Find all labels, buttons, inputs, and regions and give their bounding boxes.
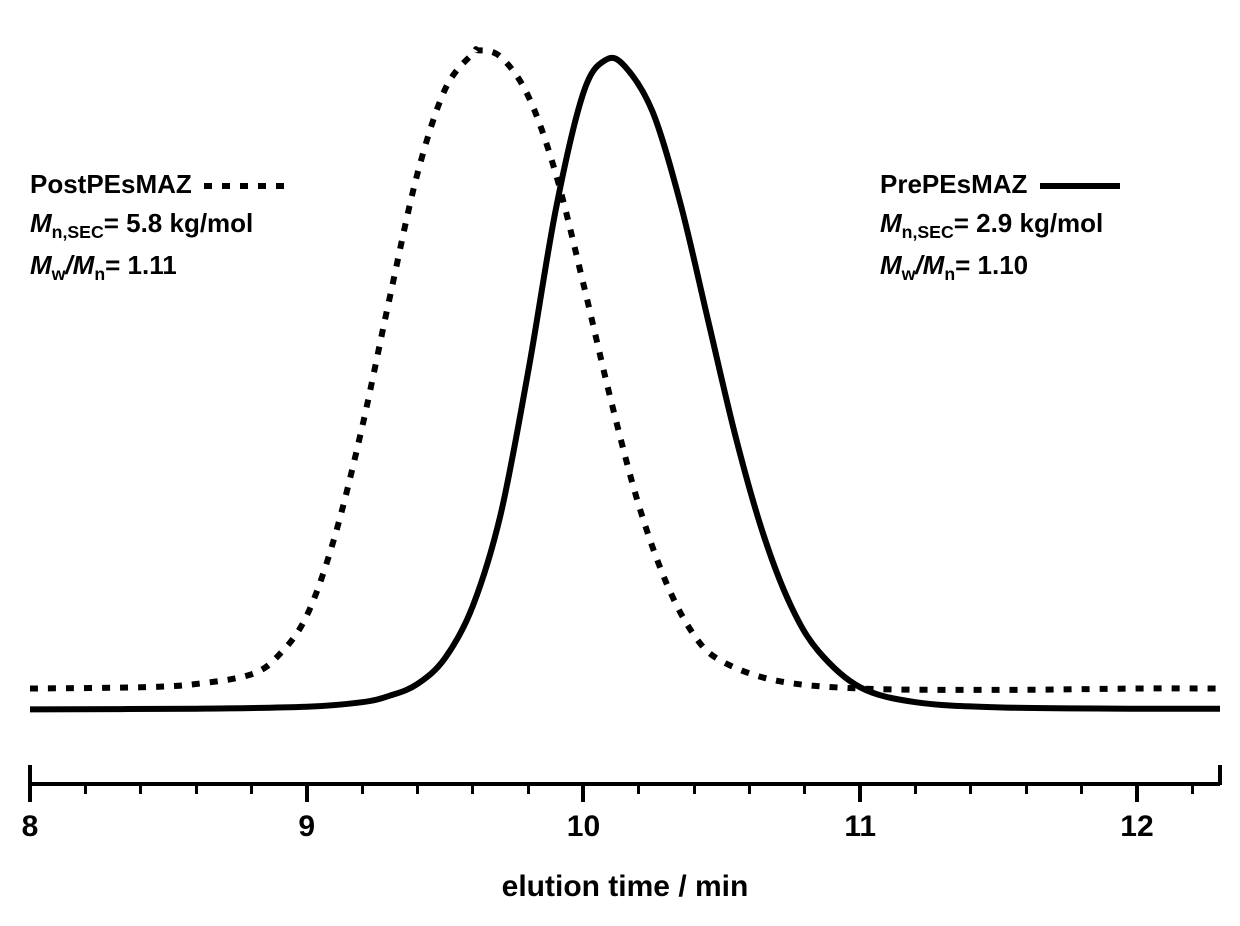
legend-pre-mn-row: Mn,SEC= 2.9 kg/mol [880, 204, 1125, 246]
legend-post-mn-m: M [30, 208, 52, 238]
curves-svg [30, 20, 1220, 750]
x-tick-label: 10 [567, 810, 600, 844]
legend-post-mw-slash: / [65, 250, 72, 280]
x-tick-minor [250, 782, 253, 794]
legend-pre-mw-w: w [902, 264, 916, 284]
x-axis-endcap [28, 765, 32, 785]
chart-container: PostPEsMAZ Mn,SEC= 5.8 kg/mol Mw/Mn= 1.1… [30, 20, 1220, 900]
x-tick-minor [195, 782, 198, 794]
x-tick-label: 9 [298, 810, 315, 844]
legend-post-mw-m1: M [30, 250, 52, 280]
legend-pre-mw-m1: M [880, 250, 902, 280]
x-tick-label: 8 [22, 810, 39, 844]
x-tick-major [28, 782, 32, 802]
legend-pre: PrePEsMAZ Mn,SEC= 2.9 kg/mol Mw/Mn= 1.10 [880, 165, 1125, 287]
legend-pre-swatch [1035, 176, 1125, 196]
x-tick-major [581, 782, 585, 802]
plot-area [30, 20, 1220, 750]
legend-post: PostPEsMAZ Mn,SEC= 5.8 kg/mol Mw/Mn= 1.1… [30, 165, 289, 287]
x-axis-label: elution time / min [502, 870, 749, 904]
x-tick-major [858, 782, 862, 802]
legend-post-mn-val: = 5.8 kg/mol [104, 208, 254, 238]
legend-post-mn-row: Mn,SEC= 5.8 kg/mol [30, 204, 289, 246]
x-tick-minor [637, 782, 640, 794]
legend-pre-mn-m: M [880, 208, 902, 238]
x-tick-minor [416, 782, 419, 794]
x-axis-line [30, 782, 1220, 786]
x-tick-minor [1191, 782, 1194, 794]
x-tick-minor [693, 782, 696, 794]
x-tick-minor [84, 782, 87, 794]
x-tick-major [1135, 782, 1139, 802]
x-tick-minor [1025, 782, 1028, 794]
x-tick-minor [139, 782, 142, 794]
legend-pre-mw-val: = 1.10 [955, 250, 1028, 280]
x-tick-minor [361, 782, 364, 794]
legend-pre-mw-row: Mw/Mn= 1.10 [880, 246, 1125, 288]
x-tick-minor [527, 782, 530, 794]
x-tick-minor [914, 782, 917, 794]
legend-post-mn-sub: n,SEC [52, 222, 104, 242]
x-axis-endcap [1218, 765, 1222, 785]
legend-pre-mn-sub: n,SEC [902, 222, 954, 242]
legend-post-title-row: PostPEsMAZ [30, 165, 289, 204]
x-tick-minor [748, 782, 751, 794]
legend-pre-mw-m2: M [923, 250, 945, 280]
legend-post-swatch [199, 176, 289, 196]
legend-pre-mn-val: = 2.9 kg/mol [954, 208, 1104, 238]
legend-pre-title-row: PrePEsMAZ [880, 165, 1125, 204]
legend-pre-mw-n: n [944, 264, 955, 284]
x-tick-major [305, 782, 309, 802]
legend-pre-mw-slash: / [915, 250, 922, 280]
curve-prepesmaz [30, 58, 1220, 710]
legend-post-mw-w: w [52, 264, 66, 284]
legend-post-mw-n: n [94, 264, 105, 284]
legend-post-mw-row: Mw/Mn= 1.11 [30, 246, 289, 288]
x-tick-minor [969, 782, 972, 794]
curve-postpesmaz [30, 49, 1220, 690]
x-tick-label: 11 [844, 810, 876, 844]
legend-post-mw-val: = 1.11 [105, 250, 177, 280]
legend-pre-title: PrePEsMAZ [880, 169, 1027, 199]
x-tick-label: 12 [1120, 810, 1153, 844]
x-tick-minor [1080, 782, 1083, 794]
x-tick-minor [471, 782, 474, 794]
legend-post-mw-m2: M [73, 250, 95, 280]
x-tick-minor [803, 782, 806, 794]
legend-post-title: PostPEsMAZ [30, 169, 192, 199]
